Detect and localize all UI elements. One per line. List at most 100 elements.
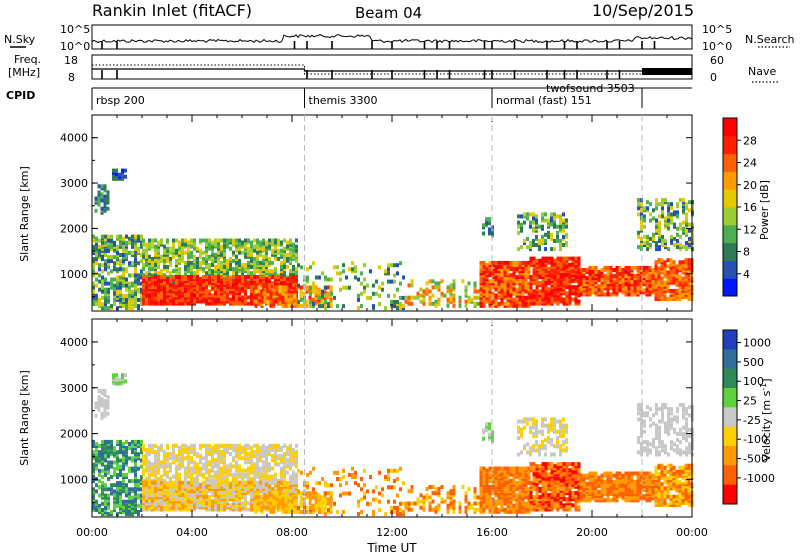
velocity-cell <box>175 481 178 485</box>
velocity-cell <box>190 477 193 481</box>
power-cell <box>390 280 393 284</box>
colorbar-swatch <box>723 207 737 225</box>
velocity-cell <box>289 475 292 479</box>
power-cell <box>229 257 232 261</box>
power-cell <box>175 249 178 253</box>
velocity-cell <box>268 475 271 479</box>
power-cell <box>110 235 113 239</box>
power-cell <box>429 290 432 294</box>
power-cell <box>270 292 273 296</box>
velocity-cell <box>154 444 157 448</box>
power-cell <box>273 302 276 306</box>
power-cell <box>160 293 163 297</box>
power-cell <box>366 296 369 300</box>
power-cell <box>560 263 563 267</box>
power-cell <box>229 298 232 302</box>
power-cell <box>387 263 390 267</box>
power-cell <box>193 300 196 304</box>
power-cell <box>286 241 289 245</box>
power-cell <box>217 239 220 243</box>
velocity-cell <box>107 471 110 475</box>
power-cell <box>160 300 163 304</box>
power-cell <box>393 263 396 267</box>
velocity-cell <box>119 469 122 473</box>
power-cell <box>652 208 655 212</box>
velocity-cell <box>107 477 110 481</box>
power-cell <box>557 257 560 261</box>
velocity-cell <box>113 494 116 498</box>
power-cell <box>429 302 432 306</box>
power-cell <box>526 212 529 216</box>
power-cell <box>554 291 557 295</box>
power-cell <box>214 275 217 279</box>
velocity-cell <box>104 414 107 418</box>
power-cell <box>178 247 181 251</box>
power-cell <box>128 261 131 265</box>
power-cell <box>137 282 140 286</box>
velocity-cell <box>101 492 104 496</box>
velocity-cell <box>98 389 101 393</box>
power-cell <box>324 300 327 304</box>
power-cell <box>387 280 390 284</box>
power-cell <box>658 289 661 293</box>
velocity-cell <box>134 459 137 463</box>
velocity-cell <box>134 508 137 512</box>
power-cell <box>256 239 259 243</box>
power-cell <box>268 269 271 273</box>
power-cell <box>217 261 220 265</box>
power-cell <box>125 267 128 271</box>
power-cell <box>676 239 679 243</box>
power-cell <box>193 239 196 243</box>
power-cell <box>504 302 507 306</box>
power-cell <box>342 263 345 267</box>
velocity-cell <box>98 450 101 454</box>
power-cell <box>538 225 541 229</box>
power-cell <box>125 249 128 253</box>
velocity-cell <box>187 467 190 471</box>
power-cell <box>166 239 169 243</box>
power-cell <box>345 276 348 280</box>
power-cell <box>214 265 217 269</box>
power-cell <box>550 223 553 227</box>
power-cell <box>116 261 119 265</box>
power-cell <box>435 281 438 285</box>
power-cell <box>226 275 229 279</box>
power-cell <box>575 275 578 279</box>
power-cell <box>184 243 187 247</box>
power-cell <box>679 291 682 295</box>
power-cell <box>107 265 110 269</box>
power-cell <box>295 245 298 249</box>
power-cell <box>286 277 289 281</box>
power-cell <box>134 298 137 302</box>
velocity-cell <box>247 467 250 471</box>
velocity-cell <box>134 504 137 508</box>
power-cell <box>131 261 134 265</box>
power-cell <box>241 241 244 245</box>
power-cell <box>658 258 661 262</box>
power-cell <box>393 300 396 304</box>
power-cell <box>634 274 637 278</box>
colorbar-tick-label: 28 <box>743 134 757 147</box>
velocity-cell <box>268 450 271 454</box>
power-cell <box>196 265 199 269</box>
velocity-cell <box>235 454 238 458</box>
power-cell <box>142 255 145 259</box>
power-cell <box>101 282 104 286</box>
power-cell <box>253 275 256 279</box>
power-cell <box>649 237 652 241</box>
velocity-cell <box>134 473 137 477</box>
noise-right-tick-top: 10^5 <box>702 23 732 36</box>
power-cell <box>220 261 223 265</box>
power-cell <box>360 304 363 308</box>
power-cell <box>98 239 101 243</box>
power-cell <box>372 292 375 296</box>
power-cell <box>655 247 658 251</box>
power-cell <box>235 281 238 285</box>
power-cell <box>169 247 172 251</box>
velocity-cell <box>125 446 128 450</box>
velocity-cell <box>122 459 125 463</box>
power-cell <box>142 263 145 267</box>
velocity-cell <box>193 477 196 481</box>
power-cell <box>151 257 154 261</box>
velocity-cell <box>119 459 122 463</box>
